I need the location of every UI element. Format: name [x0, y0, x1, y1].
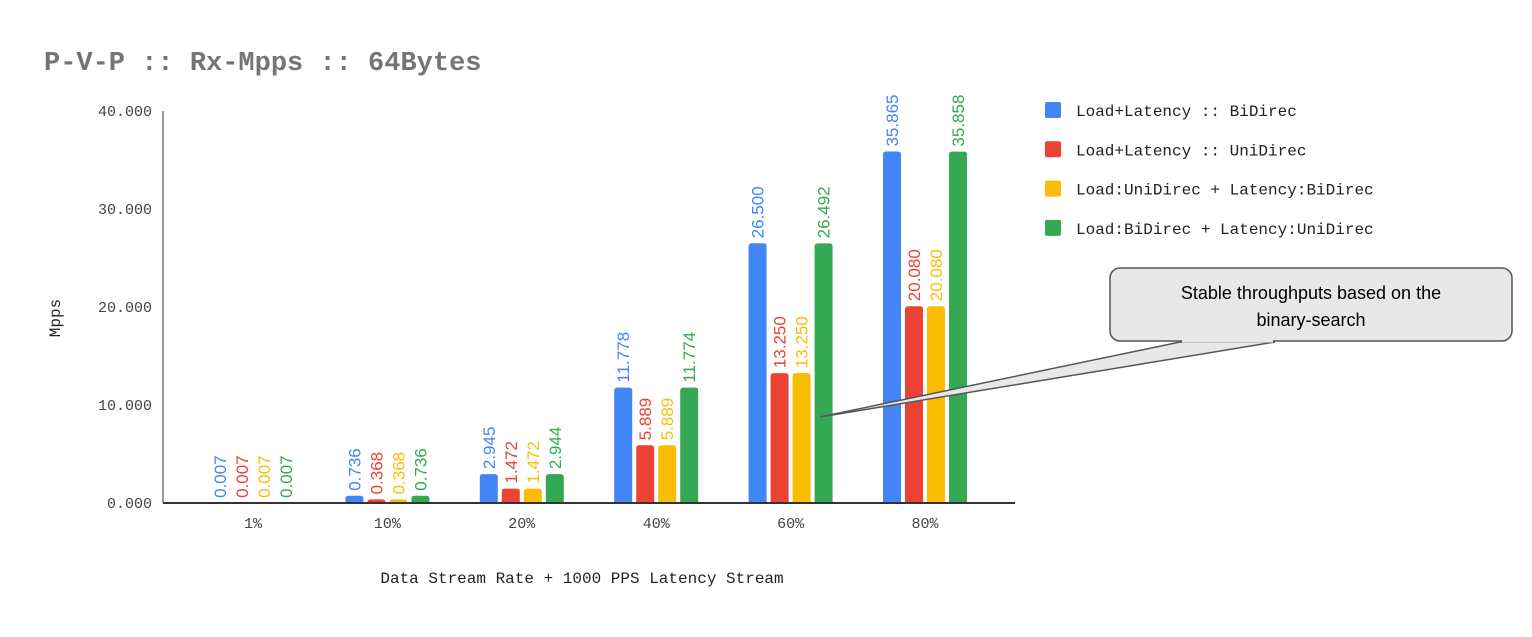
- data-label: 11.774: [680, 332, 699, 383]
- bar-load-latency-bidirec-20pct: [479, 474, 498, 503]
- bar-load-unidirec-latency-bidirec-20pct: [523, 488, 542, 503]
- callout-box: [1109, 267, 1513, 342]
- bar-load-latency-unidirec-40pct: [636, 445, 655, 503]
- data-label: 35.858: [949, 95, 968, 147]
- data-label: 26.492: [815, 186, 834, 238]
- y-tick-label: 0.000: [107, 496, 152, 513]
- data-label: 0.007: [211, 455, 230, 498]
- legend-item-label: Load+Latency :: UniDirec: [1076, 142, 1306, 160]
- callout-annotation: Stable throughputs based on the binary-s…: [1109, 267, 1513, 343]
- bar-load-unidirec-latency-bidirec-40pct: [658, 445, 677, 503]
- y-tick-label: 10.000: [98, 398, 152, 415]
- legend-item-label: Load+Latency :: BiDirec: [1076, 103, 1297, 121]
- data-label: 20.080: [927, 249, 946, 301]
- data-label: 5.889: [658, 398, 677, 441]
- bar-load-bidirec-latency-unidirec-60pct: [814, 243, 833, 503]
- bar-load-bidirec-latency-unidirec-20pct: [545, 474, 564, 503]
- legend-swatch: [1045, 180, 1061, 197]
- bar-load-latency-bidirec-10pct: [345, 495, 364, 503]
- bar-load-latency-unidirec-20pct: [501, 488, 520, 503]
- data-label: 0.736: [411, 448, 430, 491]
- legend-item-label: Load:BiDirec + Latency:UniDirec: [1076, 221, 1374, 239]
- data-label: 2.945: [480, 427, 499, 470]
- chart-title: P-V-P :: Rx-Mpps :: 64Bytes: [44, 49, 481, 79]
- bar-load-latency-unidirec-80pct: [905, 306, 923, 503]
- x-tick-label: 1%: [244, 516, 263, 533]
- data-label: 13.250: [771, 316, 790, 368]
- legend-swatch: [1045, 219, 1061, 236]
- bar-load-latency-unidirec-60pct: [770, 373, 789, 503]
- y-tick-label: 40.000: [98, 104, 152, 121]
- data-label: 1.472: [524, 441, 543, 484]
- callout-text-line1: Stable throughputs based on the: [1181, 283, 1441, 303]
- data-label: 0.007: [233, 455, 252, 498]
- data-label: 0.007: [277, 455, 296, 498]
- data-label: 2.944: [546, 427, 565, 470]
- y-axis-label: Mpps: [47, 299, 65, 337]
- data-label: 1.472: [502, 441, 521, 484]
- bar-load-unidirec-latency-bidirec-80pct: [927, 306, 945, 503]
- x-tick-label: 10%: [374, 516, 402, 533]
- legend-swatch: [1045, 141, 1061, 158]
- bar-load-unidirec-latency-bidirec-60pct: [792, 373, 811, 503]
- legend-item-label: Load:UniDirec + Latency:BiDirec: [1076, 182, 1374, 200]
- bar-load-bidirec-latency-unidirec-80pct: [949, 151, 967, 503]
- data-label: 0.368: [367, 452, 386, 495]
- bar-load-latency-bidirec-60pct: [748, 243, 767, 504]
- x-axis-label: Data Stream Rate + 1000 PPS Latency Stre…: [380, 570, 783, 588]
- bar-load-latency-bidirec-80pct: [883, 151, 901, 503]
- callout-text-line2: binary-search: [1256, 310, 1365, 330]
- x-tick-label: 60%: [777, 516, 805, 533]
- bar-load-latency-bidirec-40pct: [614, 387, 633, 503]
- x-tick-label: 40%: [643, 516, 671, 533]
- x-tick-label: 80%: [911, 516, 939, 533]
- bar-load-bidirec-latency-unidirec-40pct: [680, 387, 699, 503]
- data-label: 5.889: [636, 398, 655, 441]
- data-label: 0.368: [389, 452, 408, 495]
- y-tick-label: 30.000: [98, 202, 152, 219]
- data-label: 20.080: [905, 249, 924, 301]
- data-label: 35.865: [883, 95, 902, 147]
- data-label: 13.250: [793, 316, 812, 368]
- legend-swatch: [1045, 102, 1061, 118]
- data-label: 11.778: [614, 332, 633, 383]
- bar-load-bidirec-latency-unidirec-10pct: [411, 495, 430, 503]
- data-label: 0.736: [345, 448, 364, 491]
- y-tick-label: 20.000: [98, 300, 152, 317]
- data-label: 26.500: [749, 186, 768, 238]
- data-label: 0.007: [255, 455, 274, 498]
- x-tick-label: 20%: [508, 516, 536, 533]
